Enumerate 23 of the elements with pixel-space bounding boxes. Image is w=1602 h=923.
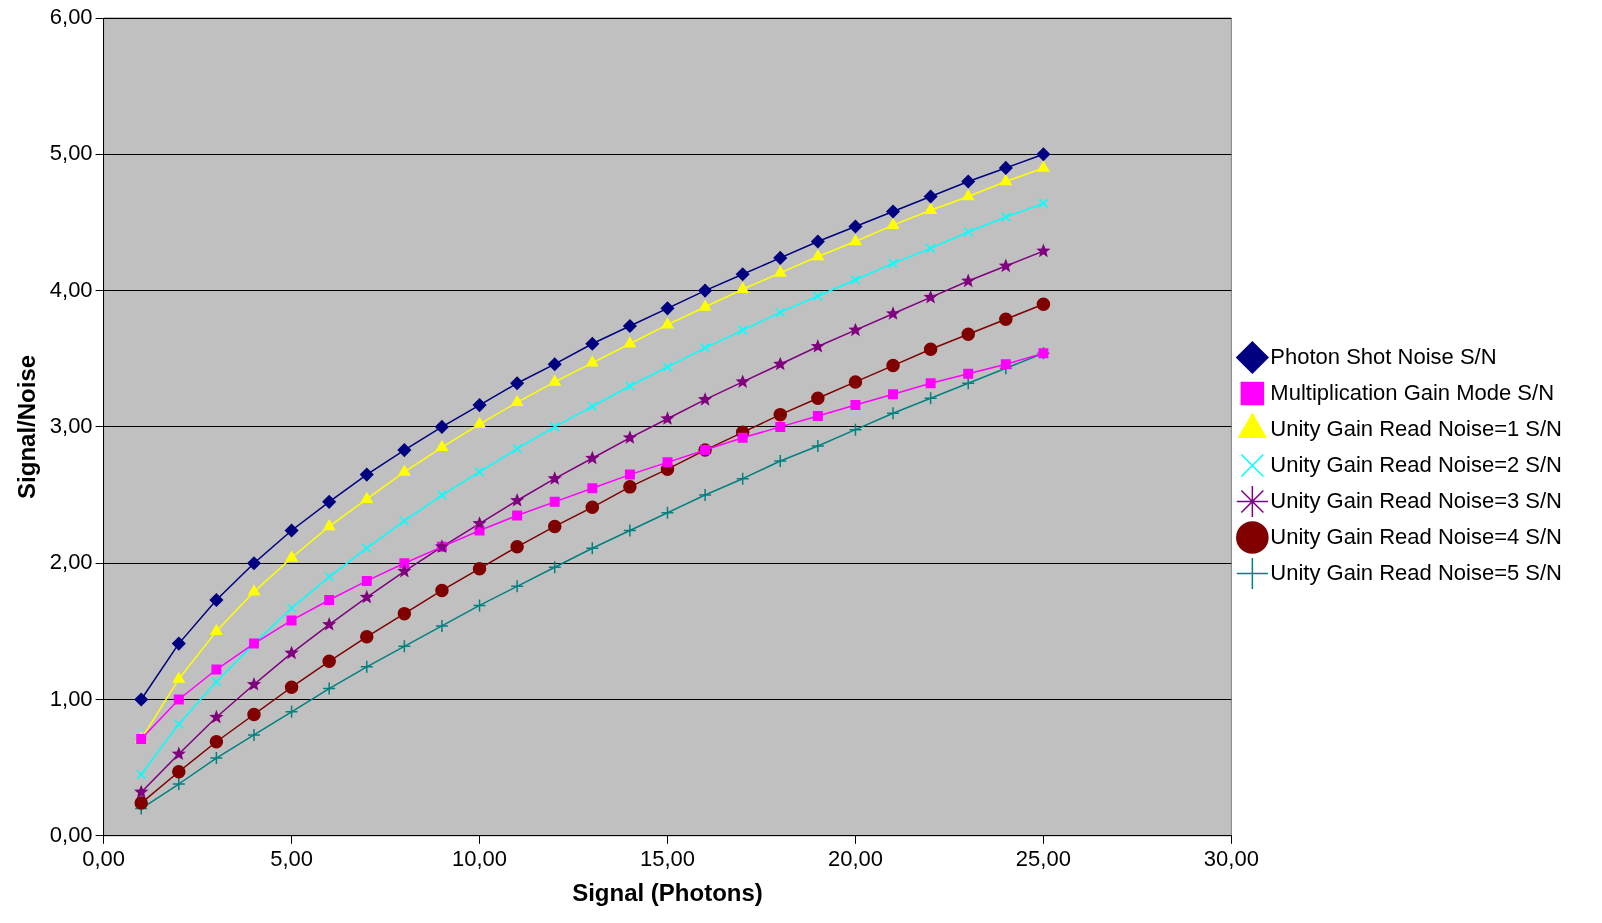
x-axis-title: Signal (Photons) <box>572 879 763 907</box>
x-tick-label: 15,00 <box>639 846 696 872</box>
x-tick-label: 10,00 <box>452 846 508 872</box>
y-tick-label: 4,00 <box>49 276 93 302</box>
legend-label: Photon Shot Noise S/N <box>1270 343 1497 369</box>
x-tick-label: 0,00 <box>82 846 126 872</box>
x-tick-label: 5,00 <box>270 846 313 872</box>
y-tick-label: 2,00 <box>49 549 93 575</box>
legend-label: Unity Gain Read Noise=1 S/N <box>1270 415 1562 441</box>
legend-label: Unity Gain Read Noise=3 S/N <box>1270 487 1562 513</box>
y-tick-label: 3,00 <box>49 412 93 438</box>
legend-label: Unity Gain Read Noise=2 S/N <box>1270 451 1562 477</box>
x-tick-label: 25,00 <box>1015 846 1071 872</box>
y-tick-label: 1,00 <box>49 685 93 711</box>
y-tick-label: 0,00 <box>49 821 93 847</box>
legend-label: Unity Gain Read Noise=4 S/N <box>1270 523 1562 549</box>
y-axis-title: Signal/Noise <box>13 354 41 499</box>
legend-label: Multiplication Gain Mode S/N <box>1270 379 1555 405</box>
y-tick-label: 6,00 <box>49 4 93 30</box>
y-tick-label: 5,00 <box>49 140 93 166</box>
x-tick-label: 30,00 <box>1203 846 1259 872</box>
x-tick-label: 20,00 <box>827 846 883 872</box>
legend-label: Unity Gain Read Noise=5 S/N <box>1270 559 1562 585</box>
